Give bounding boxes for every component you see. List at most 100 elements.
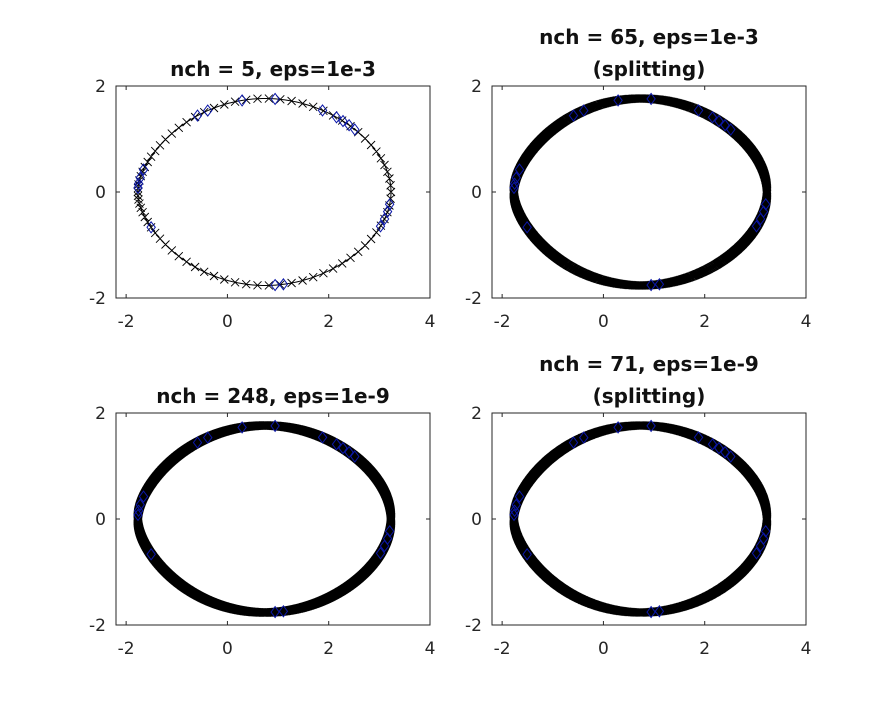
diamond-marker: [278, 604, 289, 618]
diamond-marker: [613, 421, 623, 434]
diamond-marker: [317, 431, 328, 444]
diamond-marker: [646, 605, 656, 619]
diamond-marker: [707, 437, 718, 451]
subplot-title: (splitting): [593, 57, 706, 81]
y-tick-label: -2: [89, 616, 106, 636]
diamond-marker: [509, 508, 519, 522]
y-tick-label: 2: [95, 404, 106, 424]
x-tick-label: 4: [801, 639, 812, 659]
y-tick-label: -2: [465, 616, 482, 636]
y-tick-label: 0: [471, 183, 482, 203]
subplot-grid: nch = 5, eps=1e-3 -2 0 2 4 -2 0 2 nch = 65, eps=…: [89, 25, 811, 659]
diamond-marker: [133, 504, 144, 518]
diamond-marker: [202, 104, 213, 117]
diamond-marker: [350, 123, 360, 136]
diamond-marker: [344, 118, 354, 132]
x-tick-label: -2: [118, 639, 135, 659]
diamond-marker: [726, 450, 736, 463]
diamond-marker: [317, 104, 328, 117]
subplot-4: nch = 71, eps=1e-9 (splitting) -2 0 2 4 -2 0 2: [465, 352, 811, 659]
diamond-marker: [654, 604, 665, 618]
diamond-marker: [133, 508, 143, 522]
x-tick-label: 4: [425, 312, 436, 332]
diamond-marker: [270, 419, 280, 433]
subplot-1: nch = 5, eps=1e-3 -2 0 2 4 -2 0 2: [89, 57, 435, 332]
subplot-3: nch = 248, eps=1e-9 -2 0 2 4 -2 0 2: [89, 384, 435, 659]
diamond-marker: [578, 104, 589, 117]
diamond-marker: [146, 220, 156, 234]
diamond-marker: [133, 177, 144, 191]
x-tick-label: 4: [801, 312, 812, 332]
diamond-marker: [760, 524, 771, 538]
x-tick-label: 2: [323, 312, 334, 332]
diamond-marker: [270, 278, 280, 292]
x-tick-label: 2: [699, 639, 710, 659]
y-tick-label: 2: [471, 404, 482, 424]
subplot-title: nch = 71, eps=1e-9: [539, 352, 759, 376]
diamond-marker: [338, 114, 348, 128]
diamond-marker: [522, 547, 532, 561]
diamond-marker: [751, 219, 762, 233]
diamond-marker: [138, 490, 149, 503]
diamond-marker: [751, 546, 762, 560]
diamond-marker: [726, 123, 736, 136]
subplot-title: nch = 248, eps=1e-9: [156, 384, 390, 408]
diamond-marker: [646, 419, 656, 433]
x-tick-label: 2: [323, 639, 334, 659]
x-tick-label: 0: [598, 639, 609, 659]
diamond-marker: [654, 277, 665, 291]
diamond-marker: [568, 109, 579, 122]
diamond-marker: [514, 490, 525, 503]
diamond-marker: [338, 441, 348, 455]
diamond-marker: [192, 436, 203, 449]
diamond-marker: [714, 441, 724, 455]
subplot-title: (splitting): [593, 384, 706, 408]
diamond-marker: [192, 109, 203, 122]
y-tick-label: 2: [95, 77, 106, 97]
subplot-2: nch = 65, eps=1e-3 (splitting) -2 0 2 4 -2 0 2: [465, 25, 811, 332]
axes-frame: [115, 412, 431, 626]
diamond-marker: [270, 605, 280, 619]
diamond-marker: [331, 110, 342, 124]
diamond-marker: [237, 421, 247, 434]
diamond-marker: [509, 504, 520, 518]
diamond-marker: [344, 445, 354, 459]
y-tick-label: 2: [471, 77, 482, 97]
axes-frame: [491, 85, 807, 299]
x-tick-label: 2: [699, 312, 710, 332]
diamond-marker: [146, 547, 156, 561]
diamond-marker: [375, 546, 386, 560]
diamond-marker: [135, 498, 145, 512]
y-tick-label: 0: [95, 183, 106, 203]
y-tick-label: -2: [465, 289, 482, 309]
diamond-marker: [237, 94, 247, 107]
diamond-marker: [384, 524, 395, 538]
diamond-marker: [509, 181, 519, 195]
x-tick-label: -2: [118, 312, 135, 332]
diamond-marker: [270, 92, 280, 106]
diamond-marker: [138, 163, 149, 176]
y-tick-label: 0: [471, 510, 482, 530]
x-tick-label: 4: [425, 639, 436, 659]
diamond-marker: [331, 437, 342, 451]
diamond-marker: [693, 431, 704, 444]
diamond-marker: [133, 181, 143, 195]
subplot-title: nch = 5, eps=1e-3: [170, 57, 376, 81]
axes-frame: [491, 412, 807, 626]
diamond-marker: [613, 94, 623, 107]
diamond-marker: [693, 104, 704, 117]
diamond-marker: [509, 177, 520, 191]
diamond-marker: [384, 197, 395, 211]
diamond-marker: [707, 110, 718, 124]
diamond-marker: [714, 114, 724, 128]
y-tick-label: -2: [89, 289, 106, 309]
subplot-title: nch = 65, eps=1e-3: [539, 25, 759, 49]
diamond-marker: [514, 163, 525, 176]
y-tick-label: 0: [95, 510, 106, 530]
diamond-marker: [760, 197, 771, 211]
x-tick-label: -2: [494, 639, 511, 659]
x-markers: [133, 94, 396, 290]
diamond-marker: [511, 171, 521, 185]
diamond-marker: [568, 436, 579, 449]
